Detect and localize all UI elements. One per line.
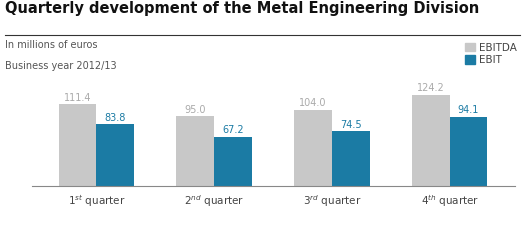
Text: 95.0: 95.0 — [184, 105, 206, 115]
Bar — [176, 116, 214, 186]
Text: 94.1: 94.1 — [458, 105, 479, 115]
Bar — [332, 131, 370, 186]
Bar — [450, 117, 487, 186]
Text: 74.5: 74.5 — [340, 120, 362, 130]
Text: 111.4: 111.4 — [64, 93, 91, 103]
Bar — [214, 137, 252, 186]
Legend: EBITDA, EBIT: EBITDA, EBIT — [465, 43, 517, 65]
Bar — [294, 110, 332, 186]
Bar — [96, 124, 134, 186]
Text: 104.0: 104.0 — [299, 98, 327, 108]
Text: 124.2: 124.2 — [417, 83, 445, 93]
Text: Quarterly development of the Metal Engineering Division: Quarterly development of the Metal Engin… — [5, 1, 479, 16]
Text: 67.2: 67.2 — [222, 125, 244, 135]
Text: 83.8: 83.8 — [104, 113, 126, 123]
Text: In millions of euros: In millions of euros — [5, 40, 98, 50]
Bar — [59, 104, 96, 186]
Text: Business year 2012/13: Business year 2012/13 — [5, 61, 117, 71]
Bar — [412, 95, 450, 186]
